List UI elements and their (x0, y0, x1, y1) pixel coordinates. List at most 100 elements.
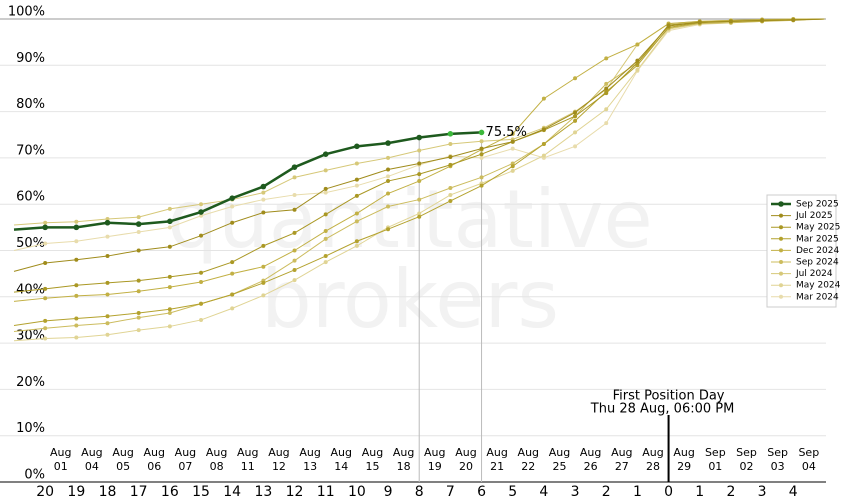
point (354, 211, 359, 216)
date-label: Sep 02 (736, 446, 757, 473)
point (167, 311, 172, 316)
point (479, 155, 484, 160)
y-tick-label: 10% (16, 421, 45, 436)
legend-dot (779, 294, 783, 299)
legend-dot (779, 271, 783, 276)
point (199, 317, 204, 322)
legend-label: May 2024 (796, 281, 841, 291)
point (541, 127, 546, 132)
point (541, 142, 546, 147)
point (697, 20, 702, 25)
x-tick-label: 6 (477, 484, 486, 500)
point (167, 285, 172, 290)
x-tick-label: 2 (726, 484, 735, 500)
date-label: Aug 19 (424, 446, 446, 473)
point (510, 146, 515, 151)
point (510, 161, 515, 166)
point (417, 214, 422, 219)
y-tick-label: 40% (16, 282, 45, 297)
date-label: Aug 06 (143, 446, 165, 473)
point (260, 183, 267, 190)
point (510, 168, 515, 173)
x-tick-label: 0 (664, 484, 673, 500)
point (43, 286, 48, 291)
point (448, 185, 453, 190)
x-tick-label: 4 (789, 484, 798, 500)
date-label: Aug 12 (268, 446, 290, 473)
legend-label: Mar 2025 (796, 234, 839, 244)
annotation-subtitle: Thu 28 Aug, 06:00 PM (590, 402, 735, 417)
point (230, 260, 235, 265)
point (199, 301, 204, 306)
point (604, 81, 609, 86)
point (479, 175, 484, 180)
point (417, 148, 422, 153)
date-label: Aug 26 (579, 446, 602, 473)
point (323, 236, 328, 241)
point (354, 243, 359, 248)
value-label: 75.5% (486, 125, 527, 140)
point (105, 321, 110, 326)
point (292, 207, 297, 212)
point (73, 224, 80, 231)
watermark: brokers (261, 253, 559, 346)
point (198, 209, 204, 215)
y-tick-label: 0% (24, 468, 45, 483)
point (261, 190, 266, 195)
point (136, 289, 141, 294)
point (167, 324, 172, 329)
point (167, 244, 172, 249)
point (386, 191, 391, 196)
point (74, 257, 79, 262)
point (74, 239, 79, 244)
point (510, 139, 515, 144)
point (261, 210, 266, 215)
point (74, 323, 79, 328)
point (43, 220, 48, 225)
point (136, 315, 141, 320)
x-tick-label: 8 (415, 484, 424, 500)
date-label: Aug 18 (392, 446, 415, 473)
point (43, 241, 48, 246)
date-label: Aug 04 (81, 446, 103, 473)
date-label: Aug 15 (361, 446, 384, 473)
point (261, 293, 266, 298)
legend-dot (779, 225, 783, 230)
point (136, 215, 141, 220)
point (230, 220, 235, 225)
date-label: Aug 13 (299, 446, 321, 473)
legend-label: Sep 2025 (796, 200, 839, 210)
point (448, 162, 453, 167)
point (167, 225, 172, 230)
point (291, 164, 298, 170)
point (167, 206, 172, 211)
date-label: Aug 20 (455, 446, 477, 473)
y-tick-label: 70% (16, 143, 45, 158)
point (448, 154, 453, 159)
point (448, 198, 453, 203)
legend-dot (779, 213, 783, 218)
point (354, 193, 359, 198)
point (510, 131, 515, 136)
y-tick-label: 80% (16, 97, 45, 112)
point (261, 280, 266, 285)
x-tick-label: 15 (192, 484, 210, 500)
point (292, 267, 297, 272)
point (199, 279, 204, 284)
y-tick-label: 20% (16, 375, 45, 390)
point (417, 197, 422, 202)
point (479, 146, 484, 151)
x-tick-label: 1 (633, 484, 642, 500)
point (136, 278, 141, 283)
point (292, 175, 297, 180)
point (323, 254, 328, 259)
point (666, 23, 671, 28)
point (43, 336, 48, 341)
point (74, 219, 79, 224)
point (386, 204, 391, 209)
point (479, 139, 484, 144)
point (385, 140, 391, 146)
point (604, 121, 609, 126)
x-tick-label: 9 (384, 484, 393, 500)
